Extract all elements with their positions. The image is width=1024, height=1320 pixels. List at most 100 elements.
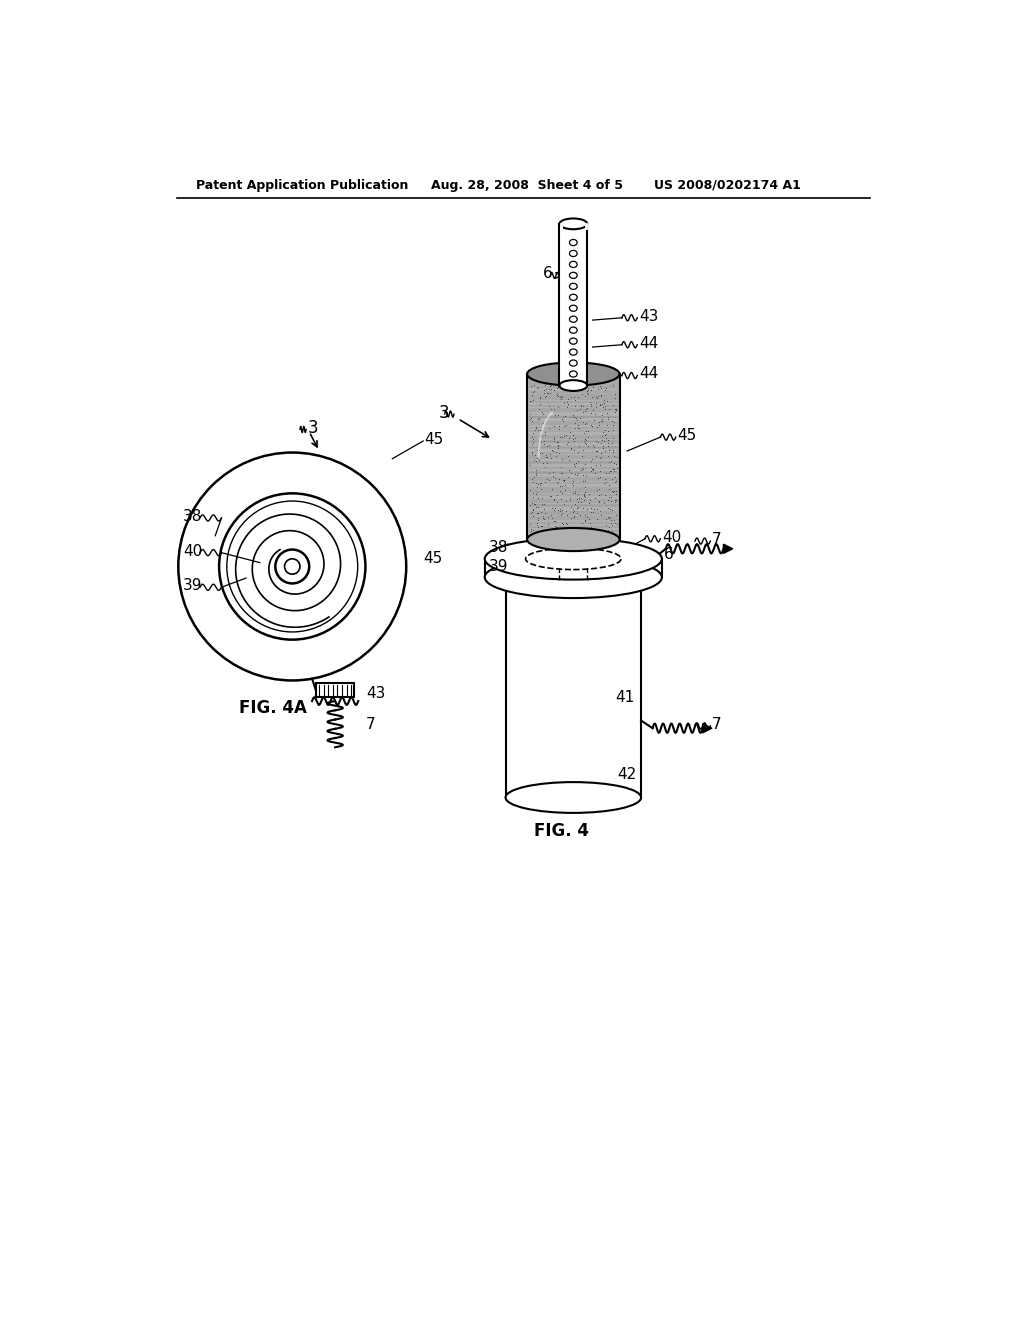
Point <box>523 469 540 490</box>
Point <box>536 380 552 401</box>
Point <box>599 524 615 545</box>
Point <box>529 378 546 399</box>
Point <box>529 516 546 537</box>
Point <box>605 420 622 441</box>
Point <box>595 438 611 459</box>
Text: 43: 43 <box>366 686 385 701</box>
Point <box>574 498 591 519</box>
Point <box>587 462 603 483</box>
Point <box>583 450 599 471</box>
Text: 39: 39 <box>488 558 508 574</box>
Point <box>578 433 594 454</box>
Point <box>601 516 617 537</box>
Point <box>603 491 620 512</box>
Point <box>554 499 570 520</box>
Point <box>578 433 594 454</box>
Point <box>528 523 545 544</box>
Point <box>578 465 594 486</box>
Point <box>591 412 607 433</box>
Point <box>590 432 606 453</box>
Polygon shape <box>527 374 620 540</box>
Point <box>579 368 595 389</box>
Point <box>537 371 553 392</box>
Point <box>581 426 597 447</box>
Point <box>557 475 573 496</box>
Point <box>604 414 621 436</box>
Point <box>537 494 553 515</box>
Point <box>598 428 614 449</box>
Point <box>563 387 580 408</box>
Point <box>582 392 598 413</box>
Point <box>567 374 584 395</box>
Point <box>529 480 546 502</box>
Point <box>535 507 551 528</box>
Point <box>561 487 578 508</box>
Point <box>565 387 582 408</box>
Point <box>549 432 565 453</box>
Point <box>549 384 565 405</box>
Point <box>587 403 603 424</box>
Point <box>575 486 592 507</box>
Point <box>526 494 543 515</box>
Point <box>572 459 589 480</box>
Point <box>547 498 563 519</box>
Point <box>546 397 562 418</box>
Text: 7: 7 <box>712 532 722 546</box>
Point <box>541 383 557 404</box>
Point <box>570 487 587 508</box>
Point <box>529 502 546 523</box>
Point <box>583 414 599 436</box>
Point <box>537 374 553 395</box>
Point <box>577 504 593 525</box>
Point <box>601 479 617 500</box>
Point <box>553 388 569 409</box>
Point <box>532 432 549 453</box>
Point <box>603 459 620 480</box>
Point <box>589 499 605 520</box>
Point <box>568 371 585 392</box>
Point <box>606 461 623 482</box>
Point <box>525 471 542 492</box>
Point <box>555 470 571 491</box>
Point <box>539 469 555 490</box>
Point <box>604 500 621 521</box>
Point <box>604 428 621 449</box>
Point <box>570 442 587 463</box>
Point <box>563 508 580 529</box>
Point <box>531 425 548 446</box>
Point <box>607 401 624 422</box>
Point <box>549 516 565 537</box>
Point <box>523 519 540 540</box>
Text: 41: 41 <box>615 690 635 705</box>
Point <box>560 378 577 399</box>
Point <box>578 399 594 420</box>
Point <box>566 463 583 484</box>
Point <box>597 510 613 531</box>
Point <box>584 458 600 479</box>
Point <box>527 473 544 494</box>
Point <box>569 400 586 421</box>
Point <box>573 512 590 533</box>
Point <box>606 480 623 502</box>
Point <box>523 385 540 407</box>
Point <box>577 470 593 491</box>
Point <box>591 479 607 500</box>
Point <box>566 506 583 527</box>
Point <box>586 434 602 455</box>
Point <box>528 477 545 498</box>
Point <box>573 395 590 416</box>
Point <box>554 475 570 496</box>
Point <box>528 417 545 438</box>
Point <box>555 411 571 432</box>
Point <box>601 525 617 546</box>
Point <box>601 399 617 420</box>
Point <box>591 491 607 512</box>
Point <box>584 449 600 470</box>
Point <box>564 475 581 496</box>
Point <box>529 409 546 430</box>
Point <box>534 520 550 541</box>
Point <box>575 524 592 545</box>
Point <box>525 422 542 444</box>
Point <box>581 379 597 400</box>
Text: 38: 38 <box>183 510 203 524</box>
